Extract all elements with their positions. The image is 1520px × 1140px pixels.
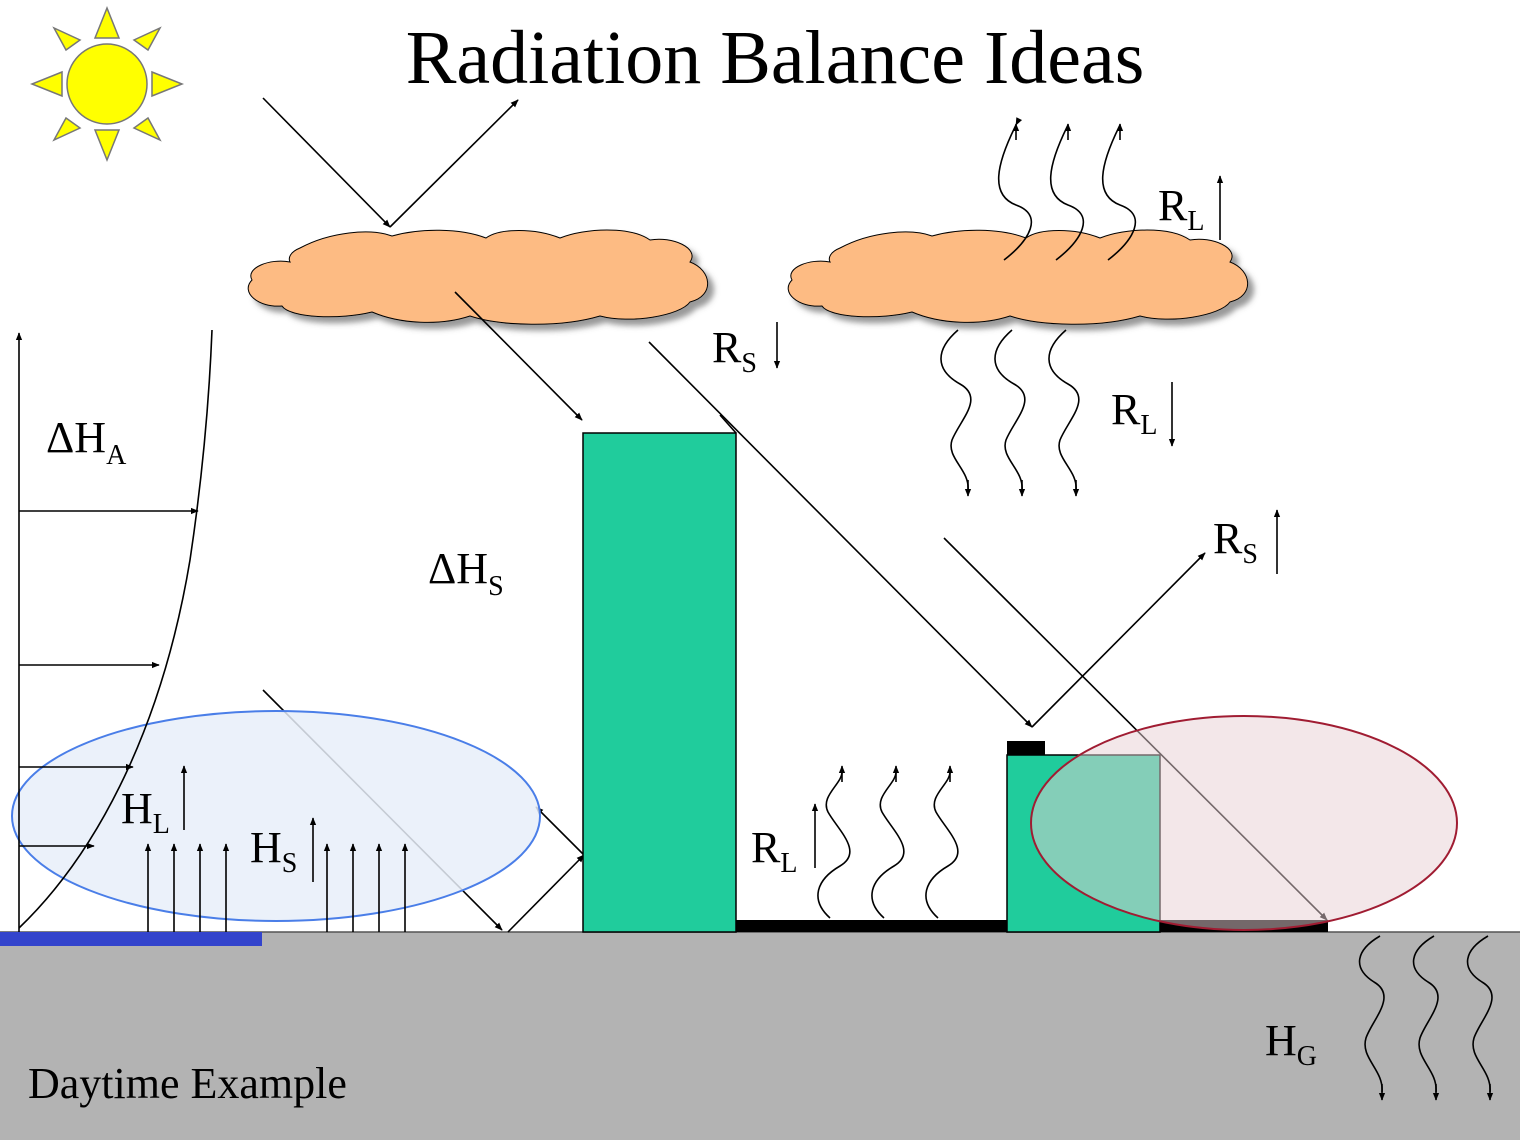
heat-island-ellipse-red bbox=[1030, 715, 1458, 931]
small-building-roof bbox=[1007, 741, 1045, 755]
solar-to-small-building-arrow bbox=[648, 341, 1033, 728]
wind-profile-curve bbox=[18, 329, 213, 929]
water-strip bbox=[0, 932, 262, 946]
label-rs-cloud: RS bbox=[712, 323, 757, 379]
ground-heat-arrowheads-down bbox=[1378, 1084, 1494, 1101]
longwave-arrowheads-up-ground bbox=[838, 765, 954, 782]
solar-reflected-right-arrow bbox=[1031, 552, 1206, 728]
building-edge-ray bbox=[719, 414, 737, 434]
ground bbox=[0, 932, 1520, 1140]
solar-reflected-arrow bbox=[389, 99, 519, 228]
solar-incoming-arrow bbox=[262, 97, 391, 228]
ground-heat-arrows-down bbox=[1358, 935, 1493, 1093]
label-delta-ha: ΔHA bbox=[46, 413, 127, 471]
urban-air-ellipse-blue bbox=[11, 710, 541, 922]
label-rl-ground: RL bbox=[751, 823, 797, 879]
solar-reflected-up-arrow bbox=[507, 854, 585, 933]
longwave-arrows-down-cloud bbox=[940, 329, 1080, 491]
road-strip-middle bbox=[736, 920, 1008, 932]
sensible-heat-arrows-right bbox=[323, 843, 409, 932]
reflection-to-ellipse-arrow bbox=[535, 806, 585, 856]
cloud-right bbox=[787, 229, 1249, 325]
solar-to-building-arrow bbox=[454, 291, 583, 421]
longwave-arrows-up-ground bbox=[817, 771, 959, 919]
page-title: Radiation Balance Ideas bbox=[406, 16, 1145, 100]
sun-icon bbox=[29, 5, 185, 163]
sensible-heat-arrows-left bbox=[144, 843, 230, 932]
label-rl-cloud-down: RL bbox=[1111, 385, 1157, 441]
label-hg: HG bbox=[1265, 1016, 1317, 1072]
label-hs: HS bbox=[250, 823, 297, 879]
longwave-arrowheads-down-cloud bbox=[964, 480, 1080, 497]
cloud-left bbox=[247, 229, 709, 325]
longwave-arrows-up-top bbox=[997, 117, 1137, 261]
label-delta-hs: ΔHS bbox=[428, 544, 504, 602]
caption-daytime-example: Daytime Example bbox=[28, 1059, 347, 1108]
longwave-arrowheads-up-top bbox=[1012, 123, 1124, 140]
label-rl-top: RL bbox=[1158, 181, 1204, 237]
label-hl: HL bbox=[121, 784, 170, 840]
tall-building bbox=[582, 432, 737, 933]
label-rs-reflect: RS bbox=[1213, 514, 1258, 570]
